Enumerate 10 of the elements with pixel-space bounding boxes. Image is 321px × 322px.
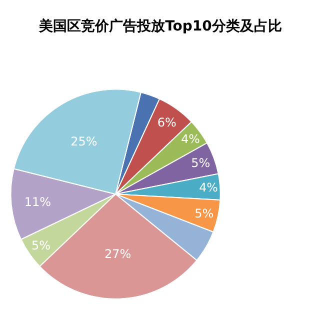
data-label: 5% bbox=[194, 206, 214, 220]
data-label: 27% bbox=[104, 246, 132, 261]
data-label: 5% bbox=[191, 156, 210, 170]
data-label: 5% bbox=[31, 238, 50, 253]
data-label: 6% bbox=[157, 115, 176, 130]
data-label: 11% bbox=[24, 195, 52, 210]
chart-title: 美国区竞价广告投放Top10分类及占比 bbox=[38, 18, 282, 35]
data-label: 4% bbox=[181, 132, 200, 146]
data-label: 25% bbox=[70, 134, 98, 148]
data-label: 4% bbox=[199, 180, 218, 195]
